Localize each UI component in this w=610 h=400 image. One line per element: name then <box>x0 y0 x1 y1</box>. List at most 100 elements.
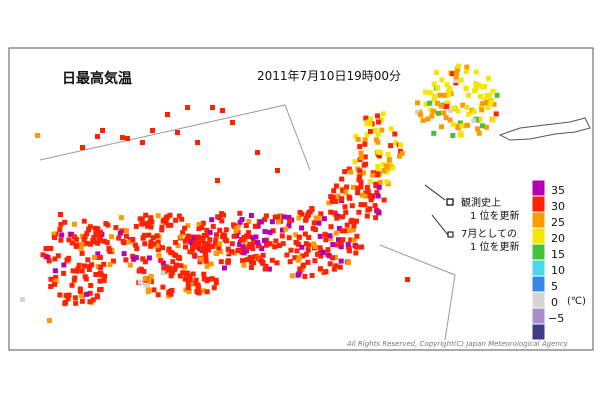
station-marker <box>168 291 174 297</box>
station-marker <box>193 244 199 250</box>
station-marker <box>101 261 107 267</box>
station-marker <box>63 292 69 298</box>
station-marker <box>317 266 323 272</box>
station-marker <box>350 227 356 233</box>
station-marker <box>329 198 335 204</box>
station-marker <box>293 232 299 238</box>
station-marker <box>456 63 461 69</box>
scale-label-15: 15 <box>551 248 565 261</box>
station-marker <box>120 239 126 244</box>
station-marker <box>209 217 215 223</box>
station-marker <box>87 290 93 296</box>
station-marker <box>130 253 136 259</box>
station-marker <box>84 240 90 246</box>
pointer-line-1 <box>424 184 446 201</box>
station-marker <box>204 263 210 269</box>
station-marker <box>246 244 252 250</box>
station-marker <box>143 212 149 218</box>
july-record-legend-line1: 7月としての <box>461 229 518 240</box>
station-marker <box>69 231 74 237</box>
station-marker <box>90 238 96 244</box>
station-marker <box>82 263 87 269</box>
station-marker <box>53 274 59 280</box>
station-marker <box>123 228 129 234</box>
station-markers <box>20 63 500 323</box>
station-marker <box>380 111 386 117</box>
station-marker <box>275 214 281 220</box>
station-marker <box>363 193 369 199</box>
station-marker <box>169 270 175 276</box>
station-marker <box>241 250 247 256</box>
station-marker <box>459 123 465 129</box>
station-marker <box>175 243 181 249</box>
station-marker <box>359 244 365 250</box>
station-marker <box>65 296 71 302</box>
station-marker <box>87 299 93 305</box>
station-marker <box>52 256 58 262</box>
station-marker <box>384 163 390 169</box>
station-marker <box>178 263 184 269</box>
station-marker <box>141 269 147 274</box>
station-marker <box>355 136 361 142</box>
station-marker <box>158 258 164 263</box>
station-marker <box>159 224 165 230</box>
station-marker <box>484 100 490 105</box>
station-marker <box>148 243 154 249</box>
station-marker <box>270 228 276 234</box>
scale-swatch <box>531 291 546 309</box>
station-marker <box>165 214 170 220</box>
station-marker <box>173 253 179 259</box>
station-marker <box>343 189 349 195</box>
station-marker <box>140 140 145 145</box>
station-marker <box>171 267 177 273</box>
station-marker <box>451 105 457 111</box>
station-marker <box>169 287 175 293</box>
station-marker <box>51 231 57 237</box>
station-marker <box>262 229 268 235</box>
station-marker <box>365 189 371 195</box>
station-marker <box>77 286 83 292</box>
station-marker <box>215 178 220 183</box>
station-marker <box>180 270 186 276</box>
station-marker <box>166 246 172 252</box>
station-marker <box>80 145 85 150</box>
station-marker <box>79 250 85 256</box>
station-marker <box>134 246 140 252</box>
station-marker <box>321 269 327 275</box>
station-marker <box>35 133 40 138</box>
station-marker <box>344 222 350 228</box>
station-marker <box>477 116 483 122</box>
station-marker <box>463 85 469 91</box>
station-marker <box>184 236 190 242</box>
scale-swatch <box>531 179 546 197</box>
station-marker <box>81 218 87 224</box>
station-marker <box>376 119 381 125</box>
station-marker <box>214 232 219 238</box>
station-marker <box>52 268 58 274</box>
station-marker <box>258 219 264 225</box>
station-marker <box>275 168 280 173</box>
station-marker <box>151 241 157 247</box>
station-marker <box>113 225 119 231</box>
station-marker <box>95 134 100 139</box>
station-marker <box>393 140 399 146</box>
station-marker <box>418 112 423 118</box>
station-marker <box>161 265 167 271</box>
record-legend-line1: 観測史上 <box>461 198 501 209</box>
scale-unit: (℃) <box>567 296 587 307</box>
station-marker <box>281 214 287 220</box>
station-marker <box>255 223 261 229</box>
station-marker <box>357 144 363 150</box>
station-marker <box>146 232 152 238</box>
station-marker <box>269 219 275 225</box>
scale-label-0: 0 <box>551 296 558 309</box>
station-marker <box>388 143 394 149</box>
station-marker <box>353 250 359 256</box>
station-marker <box>148 274 154 279</box>
station-marker <box>92 255 97 260</box>
station-marker <box>486 75 491 81</box>
station-marker <box>431 130 437 136</box>
station-marker <box>284 252 290 258</box>
station-marker <box>125 136 130 141</box>
